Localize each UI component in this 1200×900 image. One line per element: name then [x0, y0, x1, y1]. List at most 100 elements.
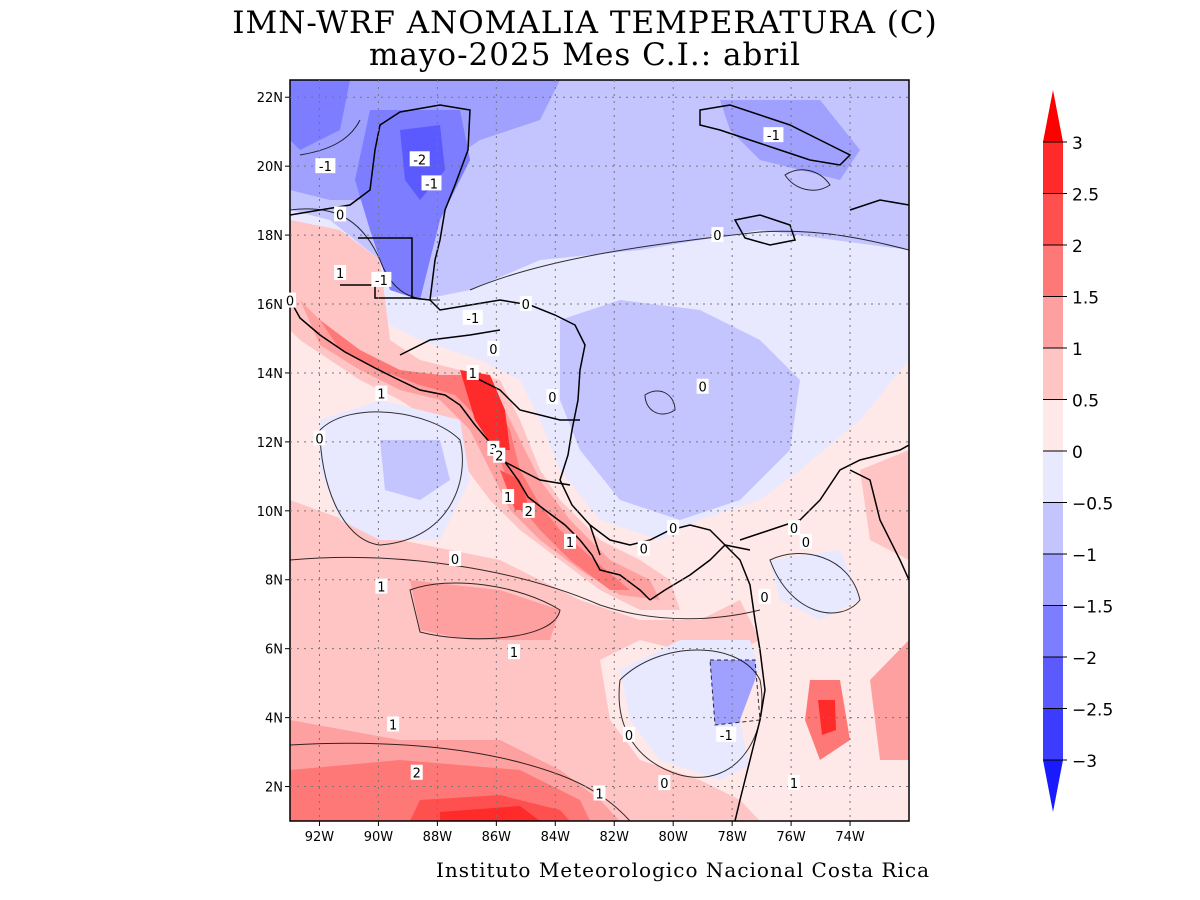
svg-text:1: 1 [377, 581, 385, 596]
lat-tick-label: 6N [265, 643, 283, 658]
contour-label: 0 [622, 726, 635, 744]
colorbar-label: 2.5 [1072, 186, 1099, 206]
contour-label: 2 [410, 764, 423, 782]
contour-label: 0 [546, 389, 559, 406]
colorbar-box [1043, 245, 1063, 297]
contour-label: 1 [508, 644, 521, 661]
lat-tick-label: 2N [265, 781, 283, 796]
colorbar-label: −1 [1072, 546, 1097, 566]
contour-label: 0 [758, 588, 771, 606]
svg-text:2: 2 [413, 767, 421, 782]
svg-text:2: 2 [525, 505, 533, 520]
contour-label: 0 [637, 540, 650, 558]
contour-label: 1 [466, 364, 479, 382]
contour-label: 0 [487, 340, 500, 358]
colorbar-label: −2 [1072, 649, 1097, 669]
lon-tick-label: 92W [305, 830, 335, 845]
contour-label: 0 [449, 551, 462, 568]
svg-text:1: 1 [389, 718, 397, 733]
colorbar-arrow-bottom [1043, 760, 1063, 812]
contour-label: 1 [502, 489, 515, 506]
anomaly-field [290, 80, 909, 821]
map-frame [289, 79, 910, 822]
longitude-axis: 92W 90W 88W 86W 84W 82W 80W 78W 76W 74W [305, 821, 865, 845]
lon-tick-label: 82W [600, 830, 630, 845]
svg-text:1: 1 [504, 491, 512, 506]
contour-label: 1 [593, 785, 606, 802]
colorbar-box [1043, 502, 1063, 554]
svg-text:0: 0 [640, 543, 648, 558]
colorbar-label: 3 [1072, 134, 1083, 154]
lat-tick-label: 12N [257, 436, 283, 451]
colorbar-box [1043, 193, 1063, 245]
svg-text:0: 0 [451, 553, 459, 568]
contour-label: 1 [334, 265, 347, 282]
colorbar-label: −3 [1072, 752, 1097, 772]
svg-text:-1: -1 [466, 312, 479, 327]
contour-label: -1 [371, 271, 392, 289]
svg-text:0: 0 [286, 295, 294, 310]
lon-tick-label: 88W [423, 830, 453, 845]
lon-tick-label: 78W [717, 830, 747, 845]
lon-tick-label: 86W [482, 830, 512, 845]
latitude-axis: 22N 20N 18N 16N 14N 12N 10N 8N 6N 4N 2N [257, 91, 290, 796]
contour-label: -1 [315, 158, 336, 175]
colorbar-label: 1.5 [1072, 289, 1099, 309]
colorbar-box [1043, 296, 1063, 348]
contour-label: 0 [658, 775, 671, 792]
svg-text:0: 0 [802, 536, 810, 551]
contour-label: 1 [375, 578, 388, 596]
lat-tick-label: 8N [265, 574, 283, 589]
colorbar-label: 0 [1072, 443, 1083, 463]
lon-tick-label: 90W [364, 830, 394, 845]
lat-tick-label: 14N [257, 367, 283, 382]
contour-label: 0 [788, 520, 801, 537]
svg-text:-1: -1 [720, 729, 733, 744]
contour-label: -1 [462, 309, 483, 327]
lat-tick-label: 4N [265, 712, 283, 727]
colorbar-label: 0.5 [1072, 392, 1099, 412]
contour-label: -1 [421, 175, 442, 192]
map-subtitle: mayo-2025 Mes C.I.: abril [369, 37, 801, 73]
colorbar-label: 1 [1072, 340, 1083, 360]
colorbar-box [1043, 605, 1063, 657]
contour-label: 0 [519, 296, 532, 313]
contour-label: -2 [409, 151, 430, 168]
lat-tick-label: 16N [257, 298, 283, 313]
svg-text:0: 0 [760, 591, 768, 606]
svg-text:1: 1 [377, 388, 385, 403]
contour-label: -1 [716, 726, 737, 744]
svg-text:0: 0 [790, 522, 798, 537]
svg-text:0: 0 [548, 391, 556, 406]
contour-label: 0 [696, 378, 709, 396]
svg-text:1: 1 [566, 536, 574, 551]
coastlines [290, 104, 909, 821]
colorbar-label: −0.5 [1072, 495, 1113, 515]
svg-text:-1: -1 [375, 274, 388, 289]
lon-tick-label: 74W [835, 830, 865, 845]
lat-tick-label: 22N [257, 91, 283, 106]
colorbar-arrow-top [1043, 90, 1063, 142]
contour-label: 1 [788, 775, 801, 792]
institution-credit: Instituto Meteorologico Nacional Costa R… [436, 858, 931, 882]
lat-tick-label: 10N [257, 505, 283, 520]
colorbar-box [1043, 554, 1063, 606]
colorbar-label: −2.5 [1072, 701, 1113, 721]
contour-label: 1 [564, 533, 577, 551]
colorbar-label: −1.5 [1072, 598, 1113, 618]
contour-label: 0 [313, 430, 326, 447]
contour-label: 2 [522, 502, 535, 520]
svg-text:-1: -1 [767, 129, 780, 144]
svg-text:0: 0 [625, 729, 633, 744]
map-grid [290, 80, 909, 821]
lon-tick-label: 80W [658, 830, 688, 845]
contour-label: 0 [799, 533, 812, 551]
colorbar-label: 2 [1072, 237, 1083, 257]
colorbar-box [1043, 708, 1063, 760]
svg-text:-2: -2 [413, 153, 426, 168]
colorbar-box [1043, 657, 1063, 709]
svg-text:0: 0 [669, 522, 677, 537]
svg-text:0: 0 [660, 777, 668, 792]
svg-text:0: 0 [489, 343, 497, 358]
